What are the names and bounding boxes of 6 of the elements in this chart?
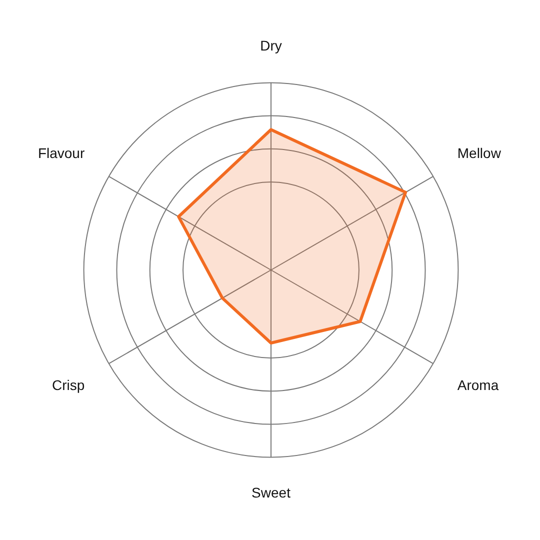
spoke-label: Aroma <box>457 376 499 393</box>
spoke-label: Mellow <box>457 144 502 161</box>
spoke-label: Flavour <box>38 144 85 161</box>
spoke-label: Crisp <box>52 376 85 393</box>
spoke-label: Sweet <box>252 484 291 500</box>
spoke-label: Dry <box>260 37 282 54</box>
